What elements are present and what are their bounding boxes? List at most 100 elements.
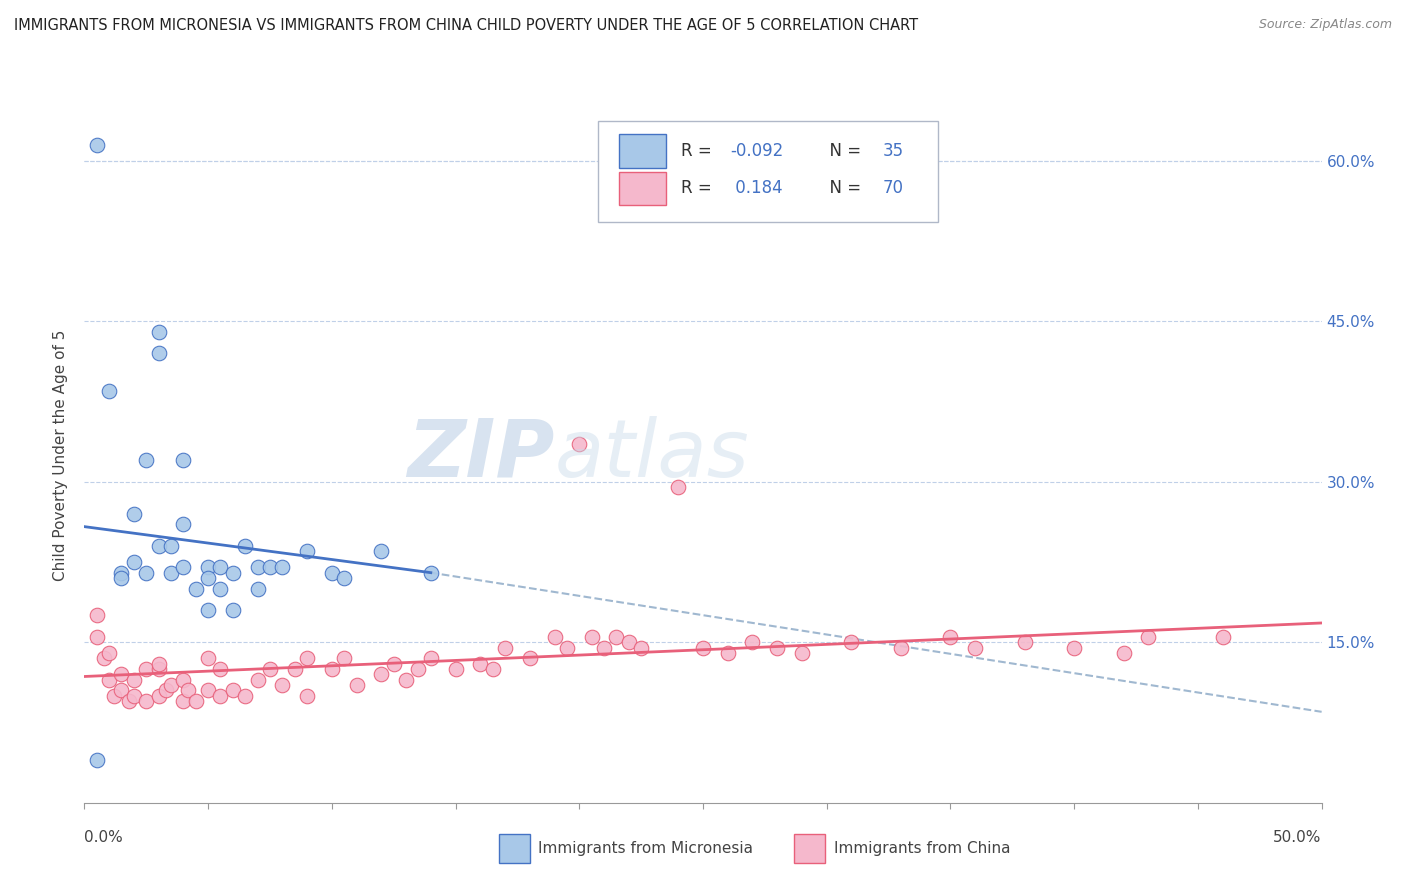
Point [172,673,194,687]
Point [93,651,115,665]
Point [135,566,157,580]
Text: 70: 70 [883,179,904,197]
Point [419,566,441,580]
Point [135,662,157,676]
FancyBboxPatch shape [598,121,938,222]
Point [209,689,232,703]
FancyBboxPatch shape [619,134,666,168]
Point [209,582,232,596]
Point [184,582,207,596]
Point [98,673,121,687]
Point [271,560,294,574]
Text: N =: N = [820,179,866,197]
Text: ZIP: ZIP [408,416,554,494]
Point [110,571,132,585]
Point [1112,646,1135,660]
Point [790,646,813,660]
Y-axis label: Child Poverty Under the Age of 5: Child Poverty Under the Age of 5 [53,329,69,581]
Point [346,678,368,692]
Text: 0.184: 0.184 [730,179,783,197]
Text: Immigrants from China: Immigrants from China [834,841,1011,855]
Point [1137,630,1160,644]
Point [593,640,616,655]
Text: Source: ZipAtlas.com: Source: ZipAtlas.com [1258,18,1392,31]
Point [148,662,170,676]
Point [148,689,170,703]
Point [209,560,232,574]
Point [1212,630,1234,644]
Point [122,673,145,687]
Point [197,683,219,698]
Point [197,560,219,574]
Point [395,673,418,687]
Point [86,630,108,644]
Point [122,555,145,569]
Point [222,603,245,617]
Point [419,651,441,665]
Point [110,683,132,698]
Point [444,662,467,676]
Point [148,657,170,671]
Text: R =: R = [681,179,717,197]
Point [259,662,281,676]
Point [630,640,652,655]
Point [172,560,194,574]
Point [160,678,183,692]
Point [98,384,121,398]
Point [160,539,183,553]
Point [333,571,356,585]
Point [222,566,245,580]
Point [370,544,392,558]
Point [148,325,170,339]
Point [666,480,689,494]
Point [172,694,194,708]
Point [177,683,200,698]
Point [741,635,763,649]
Point [555,640,578,655]
Point [197,603,219,617]
Point [382,657,405,671]
Point [965,640,987,655]
FancyBboxPatch shape [619,172,666,205]
Point [890,640,912,655]
FancyBboxPatch shape [499,834,530,863]
Point [470,657,492,671]
Point [209,662,232,676]
Point [233,689,256,703]
Point [494,640,516,655]
Point [295,689,318,703]
Point [172,517,194,532]
Point [122,689,145,703]
Point [271,678,294,692]
Point [370,667,392,681]
Text: N =: N = [820,142,866,160]
Point [86,608,108,623]
Point [333,651,356,665]
Point [581,630,603,644]
Point [172,453,194,467]
Point [617,635,640,649]
Text: Immigrants from Micronesia: Immigrants from Micronesia [538,841,754,855]
Point [98,646,121,660]
Point [148,346,170,360]
Point [321,662,343,676]
Point [321,566,343,580]
Point [246,673,269,687]
Point [1063,640,1085,655]
Point [284,662,307,676]
Point [118,694,141,708]
Point [841,635,863,649]
Text: -0.092: -0.092 [730,142,783,160]
Point [148,539,170,553]
Point [86,137,108,152]
Point [222,683,245,698]
Point [939,630,962,644]
Text: IMMIGRANTS FROM MICRONESIA VS IMMIGRANTS FROM CHINA CHILD POVERTY UNDER THE AGE : IMMIGRANTS FROM MICRONESIA VS IMMIGRANTS… [14,18,918,33]
Text: atlas: atlas [554,416,749,494]
Text: 50.0%: 50.0% [1274,830,1322,845]
Point [110,566,132,580]
Text: R =: R = [681,142,717,160]
Text: 0.0%: 0.0% [84,830,124,845]
Point [692,640,714,655]
Point [246,582,269,596]
